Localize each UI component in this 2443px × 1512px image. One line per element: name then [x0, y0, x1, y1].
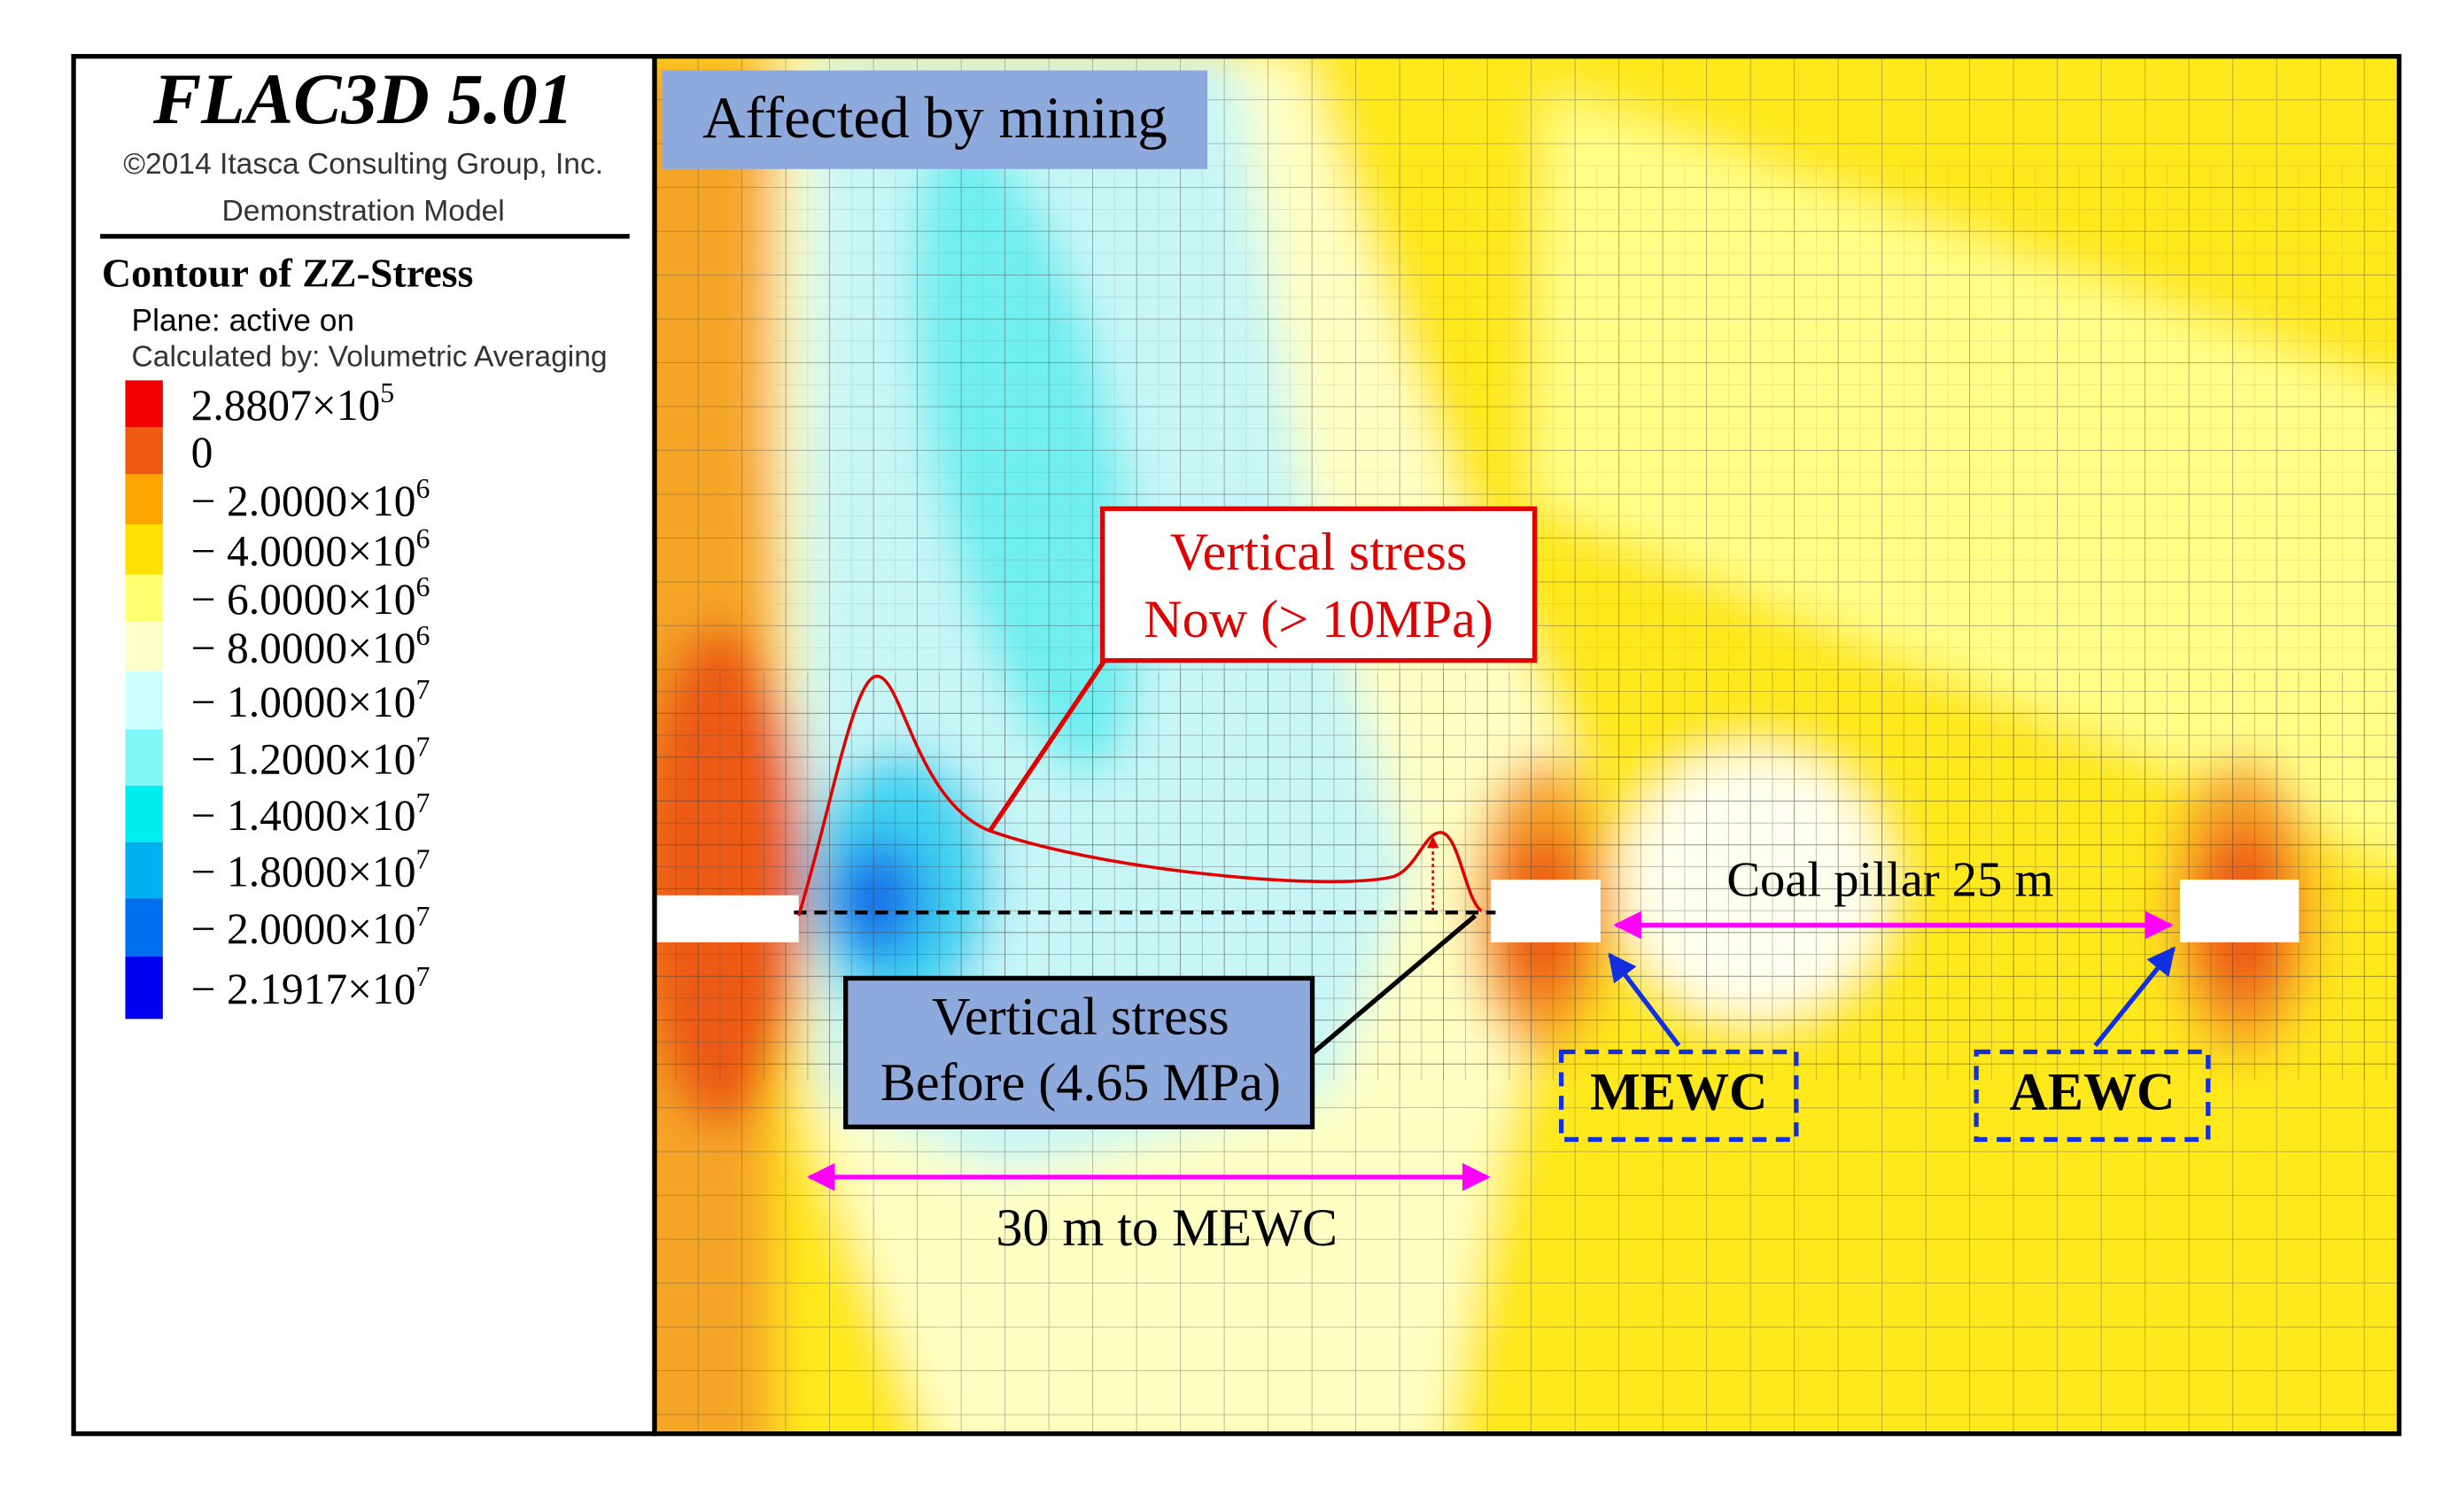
mewc-label: MEWC — [1590, 1062, 1767, 1121]
legend-value: − 6.0000×10 — [191, 575, 416, 624]
legend-label: − 1.4000×107 — [191, 787, 430, 840]
legend-label: − 1.2000×107 — [191, 732, 430, 784]
legend-swatch — [125, 729, 163, 787]
legend-label: − 2.1917×107 — [191, 961, 430, 1013]
pillar-label: Coal pillar 25 m — [1726, 852, 2053, 907]
legend-label: − 1.0000×107 — [191, 674, 430, 726]
legend-exponent: 6 — [416, 523, 430, 554]
legend-swatch — [125, 786, 163, 842]
legend-value: − 1.2000×10 — [191, 735, 416, 784]
legend-label: − 4.0000×106 — [191, 523, 430, 576]
legend-label: − 2.0000×107 — [191, 901, 430, 953]
method-label: Calculated by: Volumetric Averaging — [132, 341, 608, 374]
software-title: FLAC3D 5.01 — [152, 59, 573, 139]
legend-label: 0 — [191, 428, 213, 477]
legend-swatch — [125, 621, 163, 672]
legend-swatch — [125, 671, 163, 730]
legend-swatch — [125, 474, 163, 524]
condition-box — [662, 70, 1208, 169]
legend-value: 0 — [191, 428, 213, 477]
legend-swatch — [125, 427, 163, 475]
before-label: Before (4.65 MPa) — [880, 1052, 1281, 1112]
legend-label: − 8.0000×106 — [191, 620, 430, 672]
legend-exponent: 6 — [416, 620, 430, 651]
pointer-arrow — [1608, 952, 1681, 1048]
legend-swatch — [125, 898, 163, 957]
legend-panel — [71, 53, 657, 1437]
legend-value: − 1.8000×10 — [191, 848, 416, 896]
distance-label: 30 m to MEWC — [996, 1198, 1338, 1257]
legend-label: − 6.0000×106 — [191, 571, 430, 624]
now-label: Vertical stress — [1170, 522, 1467, 581]
legend-exponent: 5 — [380, 377, 394, 408]
legend-exponent: 7 — [416, 961, 430, 992]
legend-label: 2.8807×105 — [191, 377, 394, 430]
now-box — [1099, 506, 1538, 663]
legend-swatch — [125, 523, 163, 575]
leader — [988, 657, 1108, 833]
legend-value: − 2.0000×10 — [191, 904, 416, 953]
legend-exponent: 6 — [416, 473, 430, 504]
legend-title: Contour of ZZ-Stress — [102, 250, 474, 295]
legend-value: − 2.1917×10 — [191, 965, 416, 1013]
contour-plot — [655, 56, 2400, 1434]
roadway — [2179, 880, 2300, 942]
legend-label: − 1.8000×107 — [191, 844, 430, 896]
plot-frame — [652, 53, 2402, 1437]
now-label: Now (> 10MPa) — [1144, 589, 1493, 648]
pointer-arrow — [2093, 946, 2175, 1048]
legend-exponent: 7 — [416, 787, 430, 818]
roadway — [1491, 880, 1601, 942]
copyright: ©2014 Itasca Consulting Group, Inc. — [123, 148, 603, 181]
legend-swatch — [125, 380, 163, 428]
condition-label: Affected by mining — [702, 84, 1167, 151]
before-box — [843, 975, 1315, 1129]
legend-swatch — [125, 841, 163, 899]
mesh-fine — [775, 164, 2400, 681]
legend-label: − 2.0000×106 — [191, 473, 430, 525]
legend-value: − 4.0000×10 — [191, 527, 416, 576]
legend-value: − 1.0000×10 — [191, 678, 416, 726]
legend-exponent: 7 — [416, 674, 430, 705]
legend-swatch — [125, 574, 163, 622]
legend-swatch — [125, 956, 163, 1020]
leader — [1310, 913, 1477, 1056]
model-label: Demonstration Model — [222, 195, 505, 228]
legend-value: − 2.0000×10 — [191, 477, 416, 525]
aewc-label: AEWC — [2009, 1062, 2175, 1121]
legend-exponent: 6 — [416, 571, 430, 602]
legend-value: − 8.0000×10 — [191, 624, 416, 672]
aewc-box — [1974, 1049, 2211, 1143]
mewc-box — [1558, 1049, 1799, 1143]
roadway — [655, 895, 799, 942]
before-label: Vertical stress — [932, 987, 1229, 1046]
stress-curve — [796, 674, 1483, 917]
plane-label: Plane: active on — [132, 303, 355, 337]
legend-value: − 1.4000×10 — [191, 791, 416, 840]
legend-exponent: 7 — [416, 901, 430, 932]
legend-exponent: 7 — [416, 732, 430, 763]
legend-exponent: 7 — [416, 844, 430, 875]
legend-value: 2.8807×10 — [191, 381, 381, 430]
